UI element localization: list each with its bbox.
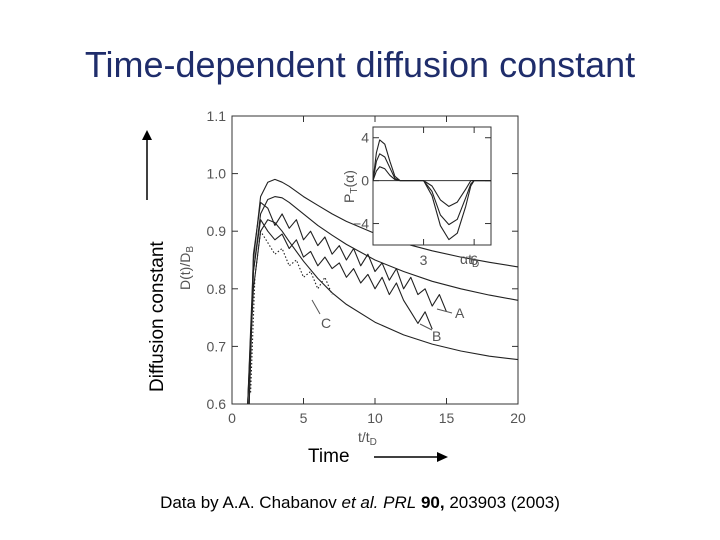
curve-label-c: C [321,315,331,331]
x-axis-right-arrow-icon [374,452,448,462]
main-series-line-6 [250,230,333,393]
inset-y-axis-label: PT(α) [341,170,360,203]
inset-series-line-3 [372,166,491,241]
caption-prefix: Data by A.A. Chabanov [160,493,342,512]
curve-label-a-group: A [436,305,465,321]
main-x-axis-label: t/tD [358,429,377,448]
inset-x-tick-label: 3 [420,252,428,268]
main-y-tick-label: 1.1 [207,108,227,124]
inset-y-tick-label: 0 [361,173,369,189]
main-series-line-3 [247,219,519,405]
main-x-tick-label: 20 [510,410,526,426]
main-series-line-5 [248,219,433,405]
main-y-tick-label: 0.9 [207,223,227,239]
inset-y-tick-label: 4 [361,130,369,146]
x-axis-outer-label: Time [308,446,350,467]
inset-x-axis-label-sub: D [472,259,479,270]
inset-y-axis-label-text: P [341,194,357,203]
inset-y-axis-label-sub: T [349,188,360,194]
main-y-axis-label: D(t)/DB [177,246,196,290]
main-y-tick-label: 0.6 [207,396,227,412]
curve-label-a-leader [436,308,453,314]
main-y-tick-label: 1.0 [207,166,227,182]
curve-label-b-leader [419,323,433,331]
main-series-group [247,178,519,405]
citation-caption: Data by A.A. Chabanov et al. PRL 90, 203… [0,493,720,513]
main-y-axis-label-text: D(t)/D [177,253,193,290]
y-axis-up-arrow-icon [142,130,152,200]
curve-label-b: B [432,328,441,344]
curve-label-b-group: B [419,323,441,344]
inset-x-axis-label-text: αt [460,251,472,267]
main-y-tick-label: 0.8 [207,281,227,297]
main-x-axis-label-text: t/t [358,429,370,445]
inset-series-group [372,139,491,241]
main-axis-ticks: 0 5 10 15 20 0.6 0.7 0.8 0.9 1.0 1.1 [207,108,526,426]
caption-journal: PRL [383,493,417,512]
curve-label-a: A [455,305,465,321]
curve-label-c-group: C [311,299,331,331]
main-x-tick-label: 5 [300,410,308,426]
curve-label-c-leader [311,299,321,315]
caption-rest: 203903 (2003) [449,493,560,512]
main-series-line-1 [247,178,519,405]
main-x-tick-label: 10 [367,410,383,426]
caption-etal: et al. [341,493,379,512]
main-series-line-4 [248,201,448,405]
slide-title: Time-dependent diffusion constant [84,44,636,85]
inset-y-tick-label: −4 [353,216,369,232]
main-y-axis-label-sub: B [185,246,196,253]
main-x-tick-label: 0 [228,410,236,426]
inset-y-axis-label-suffix: (α) [341,170,357,187]
caption-volume: 90, [420,493,445,512]
main-x-axis-label-sub: D [370,437,377,448]
main-x-tick-label: 15 [439,410,455,426]
inset-x-axis-label: αtD [460,251,479,270]
inset-x-tick-label: 6 [470,252,478,268]
main-y-tick-label: 0.7 [207,338,227,354]
main-series-line-2 [247,196,519,405]
